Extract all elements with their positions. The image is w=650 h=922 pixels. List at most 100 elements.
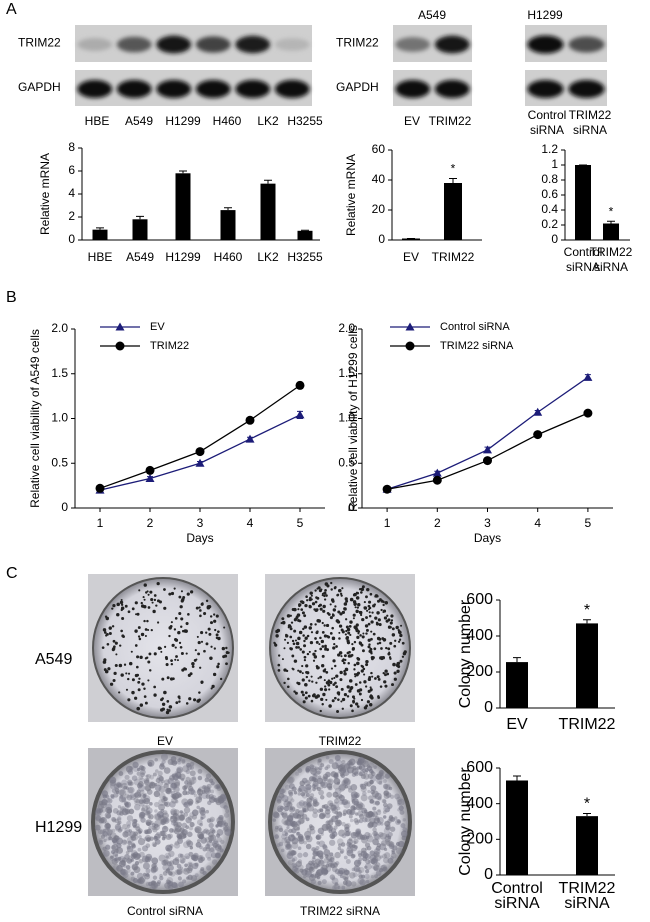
- colony-dot: [172, 677, 175, 681]
- colony-dot: [303, 658, 307, 662]
- colony-dot: [366, 587, 370, 592]
- colony-dot: [166, 868, 170, 872]
- colony-dot: [214, 628, 217, 632]
- colony-dot: [310, 866, 315, 871]
- colony-dot: [356, 833, 363, 840]
- bar: [576, 623, 598, 708]
- colony-dot: [149, 590, 153, 594]
- colony-dot: [353, 840, 357, 845]
- colony-dot: [365, 835, 370, 840]
- colony-dot: [353, 663, 357, 667]
- colony-dot: [143, 797, 151, 805]
- colony-dot: [326, 791, 333, 798]
- colony-dot: [179, 605, 183, 609]
- colony-dot: [125, 865, 131, 870]
- colony-dot: [379, 855, 383, 859]
- colony-dot: [363, 601, 366, 604]
- colony-dot: [125, 688, 129, 691]
- colony-dot: [368, 646, 371, 649]
- colony-dot: [333, 643, 336, 646]
- colony-dot: [321, 654, 325, 658]
- colony-dot: [332, 885, 337, 890]
- colony-dot: [136, 771, 141, 776]
- colony-dot: [384, 601, 389, 605]
- colony-dot: [358, 813, 365, 820]
- colony-dot: [399, 659, 403, 663]
- colony-dot: [362, 649, 365, 653]
- colony-dot: [363, 673, 366, 676]
- colony-dot: [358, 772, 363, 777]
- colony-dot: [141, 805, 149, 812]
- colony-dot: [162, 859, 169, 866]
- colony-dot: [356, 635, 360, 639]
- error-bar: [301, 229, 309, 231]
- colony-dot: [367, 638, 371, 642]
- row-label: H1299: [35, 819, 82, 836]
- colony-dot: [337, 885, 341, 890]
- colony-dot: [361, 617, 365, 622]
- colony-dot: [292, 668, 295, 671]
- colony-dot: [357, 630, 361, 633]
- colony-dot: [331, 876, 336, 881]
- colony-dot: [322, 609, 326, 613]
- colony-dot: [329, 857, 335, 862]
- colony-dot: [223, 654, 228, 658]
- colony-dot: [296, 826, 300, 831]
- colony-dot: [318, 589, 322, 593]
- colony-dot: [303, 614, 307, 618]
- colony-dot: [286, 641, 290, 644]
- x-tick-label: 3: [197, 516, 204, 530]
- colony-dot: [402, 818, 406, 822]
- colony-dot: [329, 631, 333, 635]
- colony-dot: [337, 588, 342, 593]
- colony-dot: [292, 812, 299, 819]
- colony-dot: [314, 608, 319, 612]
- colony-dot: [145, 843, 151, 848]
- colony-dot: [371, 675, 374, 678]
- colony-dot: [377, 618, 381, 622]
- colony-dot: [353, 806, 357, 811]
- colony-dot: [126, 845, 134, 853]
- colony-dot: [293, 790, 298, 795]
- colony-dot: [355, 702, 359, 706]
- colony-dot: [322, 604, 326, 609]
- colony-dot: [297, 682, 301, 686]
- colony-dot: [119, 789, 127, 797]
- colony-dot: [316, 630, 319, 633]
- colony-dot: [133, 792, 139, 798]
- colony-dot: [355, 803, 363, 811]
- colony-dot: [197, 831, 204, 839]
- colony-dot: [360, 850, 368, 858]
- colony-dot: [127, 781, 132, 786]
- colony-dot: [179, 810, 183, 814]
- colony-dot: [353, 640, 357, 644]
- colony-dot: [295, 771, 300, 776]
- colony-dot: [368, 795, 374, 801]
- colony-dot: [188, 801, 193, 806]
- colony-dot: [118, 789, 125, 796]
- colony-dot: [380, 599, 384, 603]
- colony-dot: [304, 636, 308, 640]
- colony-dot: [161, 702, 166, 707]
- colony-dot: [180, 859, 185, 864]
- colony-dot: [358, 681, 362, 684]
- colony-dot: [306, 779, 312, 785]
- colony-dot: [117, 805, 122, 809]
- colony-dot: [153, 685, 156, 689]
- colony-dot: [298, 834, 304, 840]
- colony-dot: [321, 631, 325, 634]
- colony-dot: [329, 874, 336, 880]
- x-tick-label: H1299: [165, 250, 201, 264]
- colony-dot: [121, 779, 128, 786]
- colony-dot: [154, 838, 161, 845]
- colony-dot: [330, 804, 337, 812]
- colony-dot: [199, 822, 203, 827]
- y-tick-label: 200: [466, 663, 493, 680]
- colony-dot: [216, 836, 222, 843]
- colony-dot: [201, 602, 204, 605]
- colony-dot: [174, 856, 180, 862]
- colony-dot: [378, 623, 382, 627]
- colony-dot: [365, 628, 369, 632]
- y-axis-label: Relative mRNA: [38, 153, 52, 235]
- colony-dot: [124, 793, 130, 799]
